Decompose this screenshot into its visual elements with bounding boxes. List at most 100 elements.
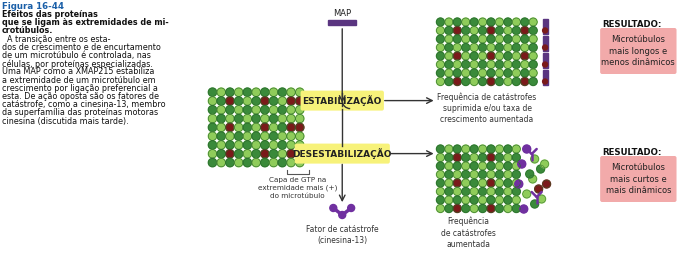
Circle shape [470, 153, 478, 162]
Circle shape [512, 179, 521, 187]
Circle shape [287, 97, 295, 105]
Circle shape [487, 61, 495, 69]
Circle shape [453, 69, 461, 77]
Circle shape [244, 106, 252, 114]
Text: esta. De ação oposta são os fatores de: esta. De ação oposta são os fatores de [2, 92, 159, 101]
Circle shape [445, 204, 453, 212]
Circle shape [453, 61, 461, 69]
FancyBboxPatch shape [295, 144, 390, 164]
Circle shape [462, 179, 470, 187]
Circle shape [235, 158, 243, 167]
Circle shape [445, 188, 453, 195]
Circle shape [521, 52, 529, 60]
Circle shape [512, 145, 521, 153]
Circle shape [495, 196, 503, 204]
Circle shape [470, 43, 478, 52]
Circle shape [252, 106, 261, 114]
Circle shape [538, 195, 546, 203]
Circle shape [226, 114, 234, 123]
Text: Efeitos das proteínas: Efeitos das proteínas [2, 10, 98, 19]
Circle shape [217, 97, 225, 105]
Circle shape [479, 204, 486, 212]
Bar [542, 19, 548, 34]
Circle shape [209, 150, 217, 158]
FancyBboxPatch shape [300, 91, 384, 111]
Text: Uma MAP como a XMAP215 estabiliza: Uma MAP como a XMAP215 estabiliza [2, 67, 155, 76]
FancyBboxPatch shape [600, 156, 676, 202]
Circle shape [261, 132, 269, 140]
Circle shape [512, 69, 521, 77]
Circle shape [295, 106, 304, 114]
Text: RESULTADO:: RESULTADO: [602, 20, 661, 29]
Circle shape [445, 69, 453, 77]
Circle shape [436, 204, 445, 212]
Circle shape [521, 35, 529, 43]
Text: ESTABILIZAÇÃO: ESTABILIZAÇÃO [302, 95, 382, 106]
Circle shape [209, 97, 217, 105]
Circle shape [495, 35, 503, 43]
Circle shape [295, 141, 304, 149]
Circle shape [445, 78, 453, 85]
Circle shape [436, 61, 445, 69]
Circle shape [529, 61, 537, 69]
Circle shape [521, 26, 529, 34]
Circle shape [512, 35, 521, 43]
Circle shape [453, 171, 461, 179]
Circle shape [487, 153, 495, 162]
Circle shape [226, 158, 234, 167]
Circle shape [479, 52, 486, 60]
Circle shape [287, 88, 295, 96]
Circle shape [445, 26, 453, 34]
Circle shape [278, 114, 287, 123]
Circle shape [470, 162, 478, 170]
Circle shape [453, 145, 461, 153]
Circle shape [436, 171, 445, 179]
Text: Fator de catástrofe
(cinesina-13): Fator de catástrofe (cinesina-13) [306, 225, 378, 245]
Circle shape [287, 158, 295, 167]
Circle shape [504, 145, 512, 153]
Circle shape [479, 162, 486, 170]
Circle shape [261, 97, 269, 105]
Circle shape [495, 204, 503, 212]
Circle shape [504, 162, 512, 170]
Circle shape [479, 35, 486, 43]
Circle shape [235, 132, 243, 140]
Circle shape [445, 171, 453, 179]
Circle shape [278, 158, 287, 167]
Circle shape [479, 61, 486, 69]
Circle shape [462, 188, 470, 195]
Circle shape [470, 196, 478, 204]
Circle shape [261, 150, 269, 158]
Circle shape [287, 150, 295, 158]
Circle shape [521, 78, 529, 85]
Bar [542, 53, 548, 68]
Circle shape [504, 18, 512, 26]
Circle shape [436, 18, 445, 26]
Circle shape [495, 162, 503, 170]
Circle shape [462, 26, 470, 34]
Circle shape [235, 97, 243, 105]
Circle shape [521, 43, 529, 52]
Circle shape [252, 123, 261, 132]
Circle shape [512, 52, 521, 60]
Circle shape [278, 123, 287, 132]
Circle shape [523, 190, 531, 198]
Circle shape [470, 78, 478, 85]
Circle shape [512, 162, 521, 170]
Circle shape [278, 150, 287, 158]
Circle shape [495, 69, 503, 77]
Circle shape [261, 88, 269, 96]
Circle shape [244, 132, 252, 140]
Circle shape [521, 18, 529, 26]
Text: a extremidade de um microtúbulo em: a extremidade de um microtúbulo em [2, 76, 155, 85]
Circle shape [540, 160, 549, 168]
Circle shape [287, 132, 295, 140]
Circle shape [436, 43, 445, 52]
Text: células, por proteínas especializadas.: células, por proteínas especializadas. [2, 59, 153, 69]
Circle shape [436, 26, 445, 34]
Circle shape [453, 196, 461, 204]
Circle shape [445, 52, 453, 60]
Circle shape [529, 52, 537, 60]
Circle shape [295, 88, 304, 96]
Circle shape [470, 26, 478, 34]
